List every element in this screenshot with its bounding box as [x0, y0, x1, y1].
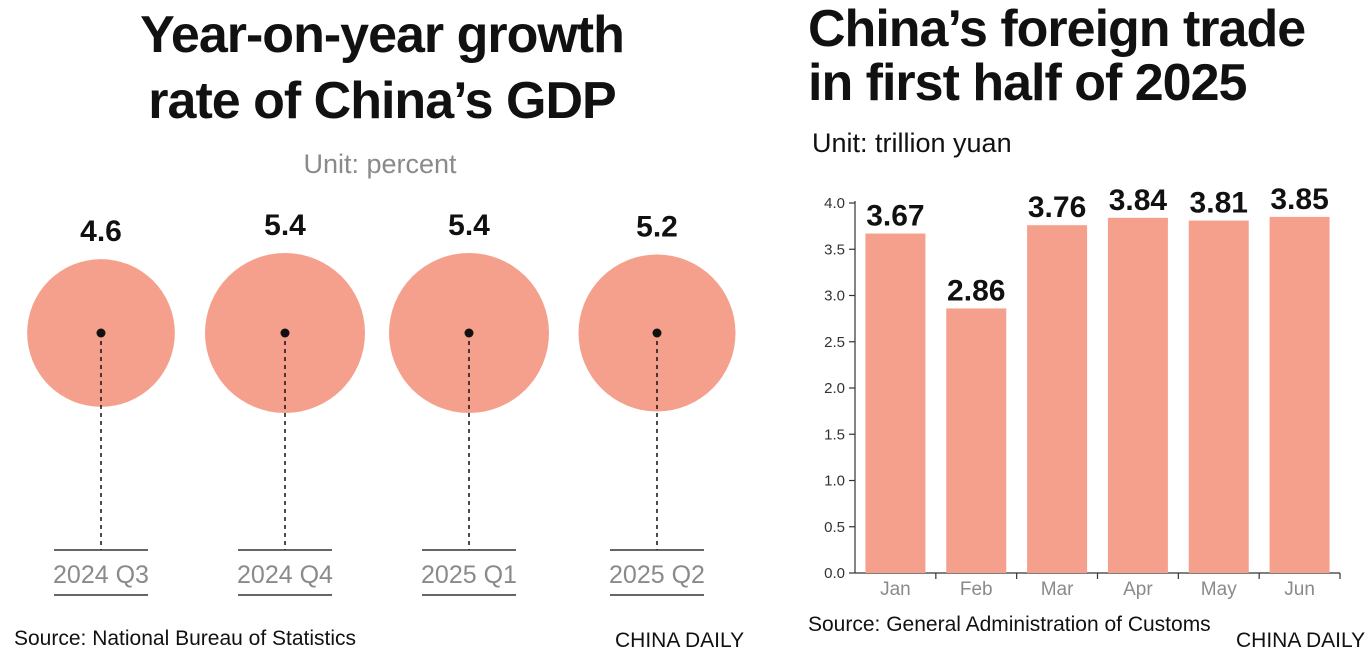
trade-y-tick-label: 4.0 — [824, 195, 845, 212]
trade-bar — [865, 233, 926, 573]
gdp-unit-label: Unit: percent — [303, 149, 457, 179]
trade-y-tick-label: 0.0 — [824, 565, 845, 582]
trade-value-label: 3.81 — [1190, 187, 1248, 220]
trade-source: Source: General Administration of Custom… — [808, 613, 1211, 636]
trade-y-tick-label: 1.5 — [824, 426, 845, 443]
gdp-center-dot — [280, 328, 290, 338]
gdp-category-label: 2024 Q3 — [53, 561, 149, 589]
gdp-value-label: 5.4 — [264, 209, 306, 242]
trade-brand: CHINA DAILY — [1236, 629, 1365, 652]
trade-x-tick-label: Jan — [880, 579, 911, 600]
trade-y-tick-label: 3.5 — [824, 241, 845, 258]
trade-y-tick-label: 0.5 — [824, 519, 845, 536]
trade-y-tick-label: 3.0 — [824, 288, 845, 305]
trade-y-tick-label: 2.5 — [824, 334, 845, 351]
trade-title-line1: China’s foreign trade — [808, 0, 1305, 58]
trade-x-tick-label: May — [1201, 579, 1237, 600]
gdp-category-label: 2025 Q1 — [421, 561, 517, 589]
gdp-title-line2: rate of China’s GDP — [148, 72, 615, 130]
trade-title-line2: in first half of 2025 — [808, 54, 1247, 112]
trade-bar — [946, 308, 1007, 573]
trade-value-label: 2.86 — [947, 274, 1005, 307]
trade-x-tick-label: Feb — [960, 579, 993, 600]
gdp-value-label: 4.6 — [80, 215, 122, 248]
trade-bar — [1188, 220, 1249, 573]
gdp-bubble-chart: 4.6 2024 Q3 5.4 2024 Q4 5.4 2025 Q1 5.2 2025 Q2 — [27, 209, 736, 596]
gdp-category-label: 2025 Q2 — [609, 561, 705, 589]
trade-value-label: 3.67 — [866, 200, 924, 233]
trade-value-label: 3.85 — [1270, 183, 1328, 216]
trade-x-tick-label: Apr — [1123, 579, 1153, 600]
gdp-center-dot — [96, 328, 106, 338]
gdp-center-dot — [464, 328, 474, 338]
trade-value-label: 3.84 — [1109, 184, 1168, 217]
gdp-source: Source: National Bureau of Statistics — [14, 627, 356, 650]
gdp-category-label: 2024 Q4 — [237, 561, 333, 589]
gdp-brand: CHINA DAILY — [615, 629, 744, 652]
trade-bar — [1107, 217, 1168, 574]
trade-x-tick-label: Jun — [1284, 579, 1315, 600]
gdp-value-label: 5.2 — [636, 210, 678, 243]
trade-x-tick-label: Mar — [1041, 579, 1074, 600]
gdp-center-dot — [652, 328, 662, 338]
trade-bar — [1269, 216, 1330, 573]
trade-y-tick-label: 1.0 — [824, 473, 845, 490]
trade-bar — [1027, 225, 1088, 573]
trade-unit-label: Unit: trillion yuan — [812, 128, 1012, 158]
trade-bar-chart: 0.0 0.5 1.0 1.5 2.0 2.5 3.0 3.5 4.0 3.67 Jan 2.86 Fe… — [824, 183, 1341, 600]
trade-y-tick-label: 2.0 — [824, 380, 845, 397]
trade-value-label: 3.76 — [1028, 191, 1086, 224]
gdp-value-label: 5.4 — [448, 209, 490, 242]
gdp-title-line1: Year-on-year growth — [140, 6, 624, 64]
